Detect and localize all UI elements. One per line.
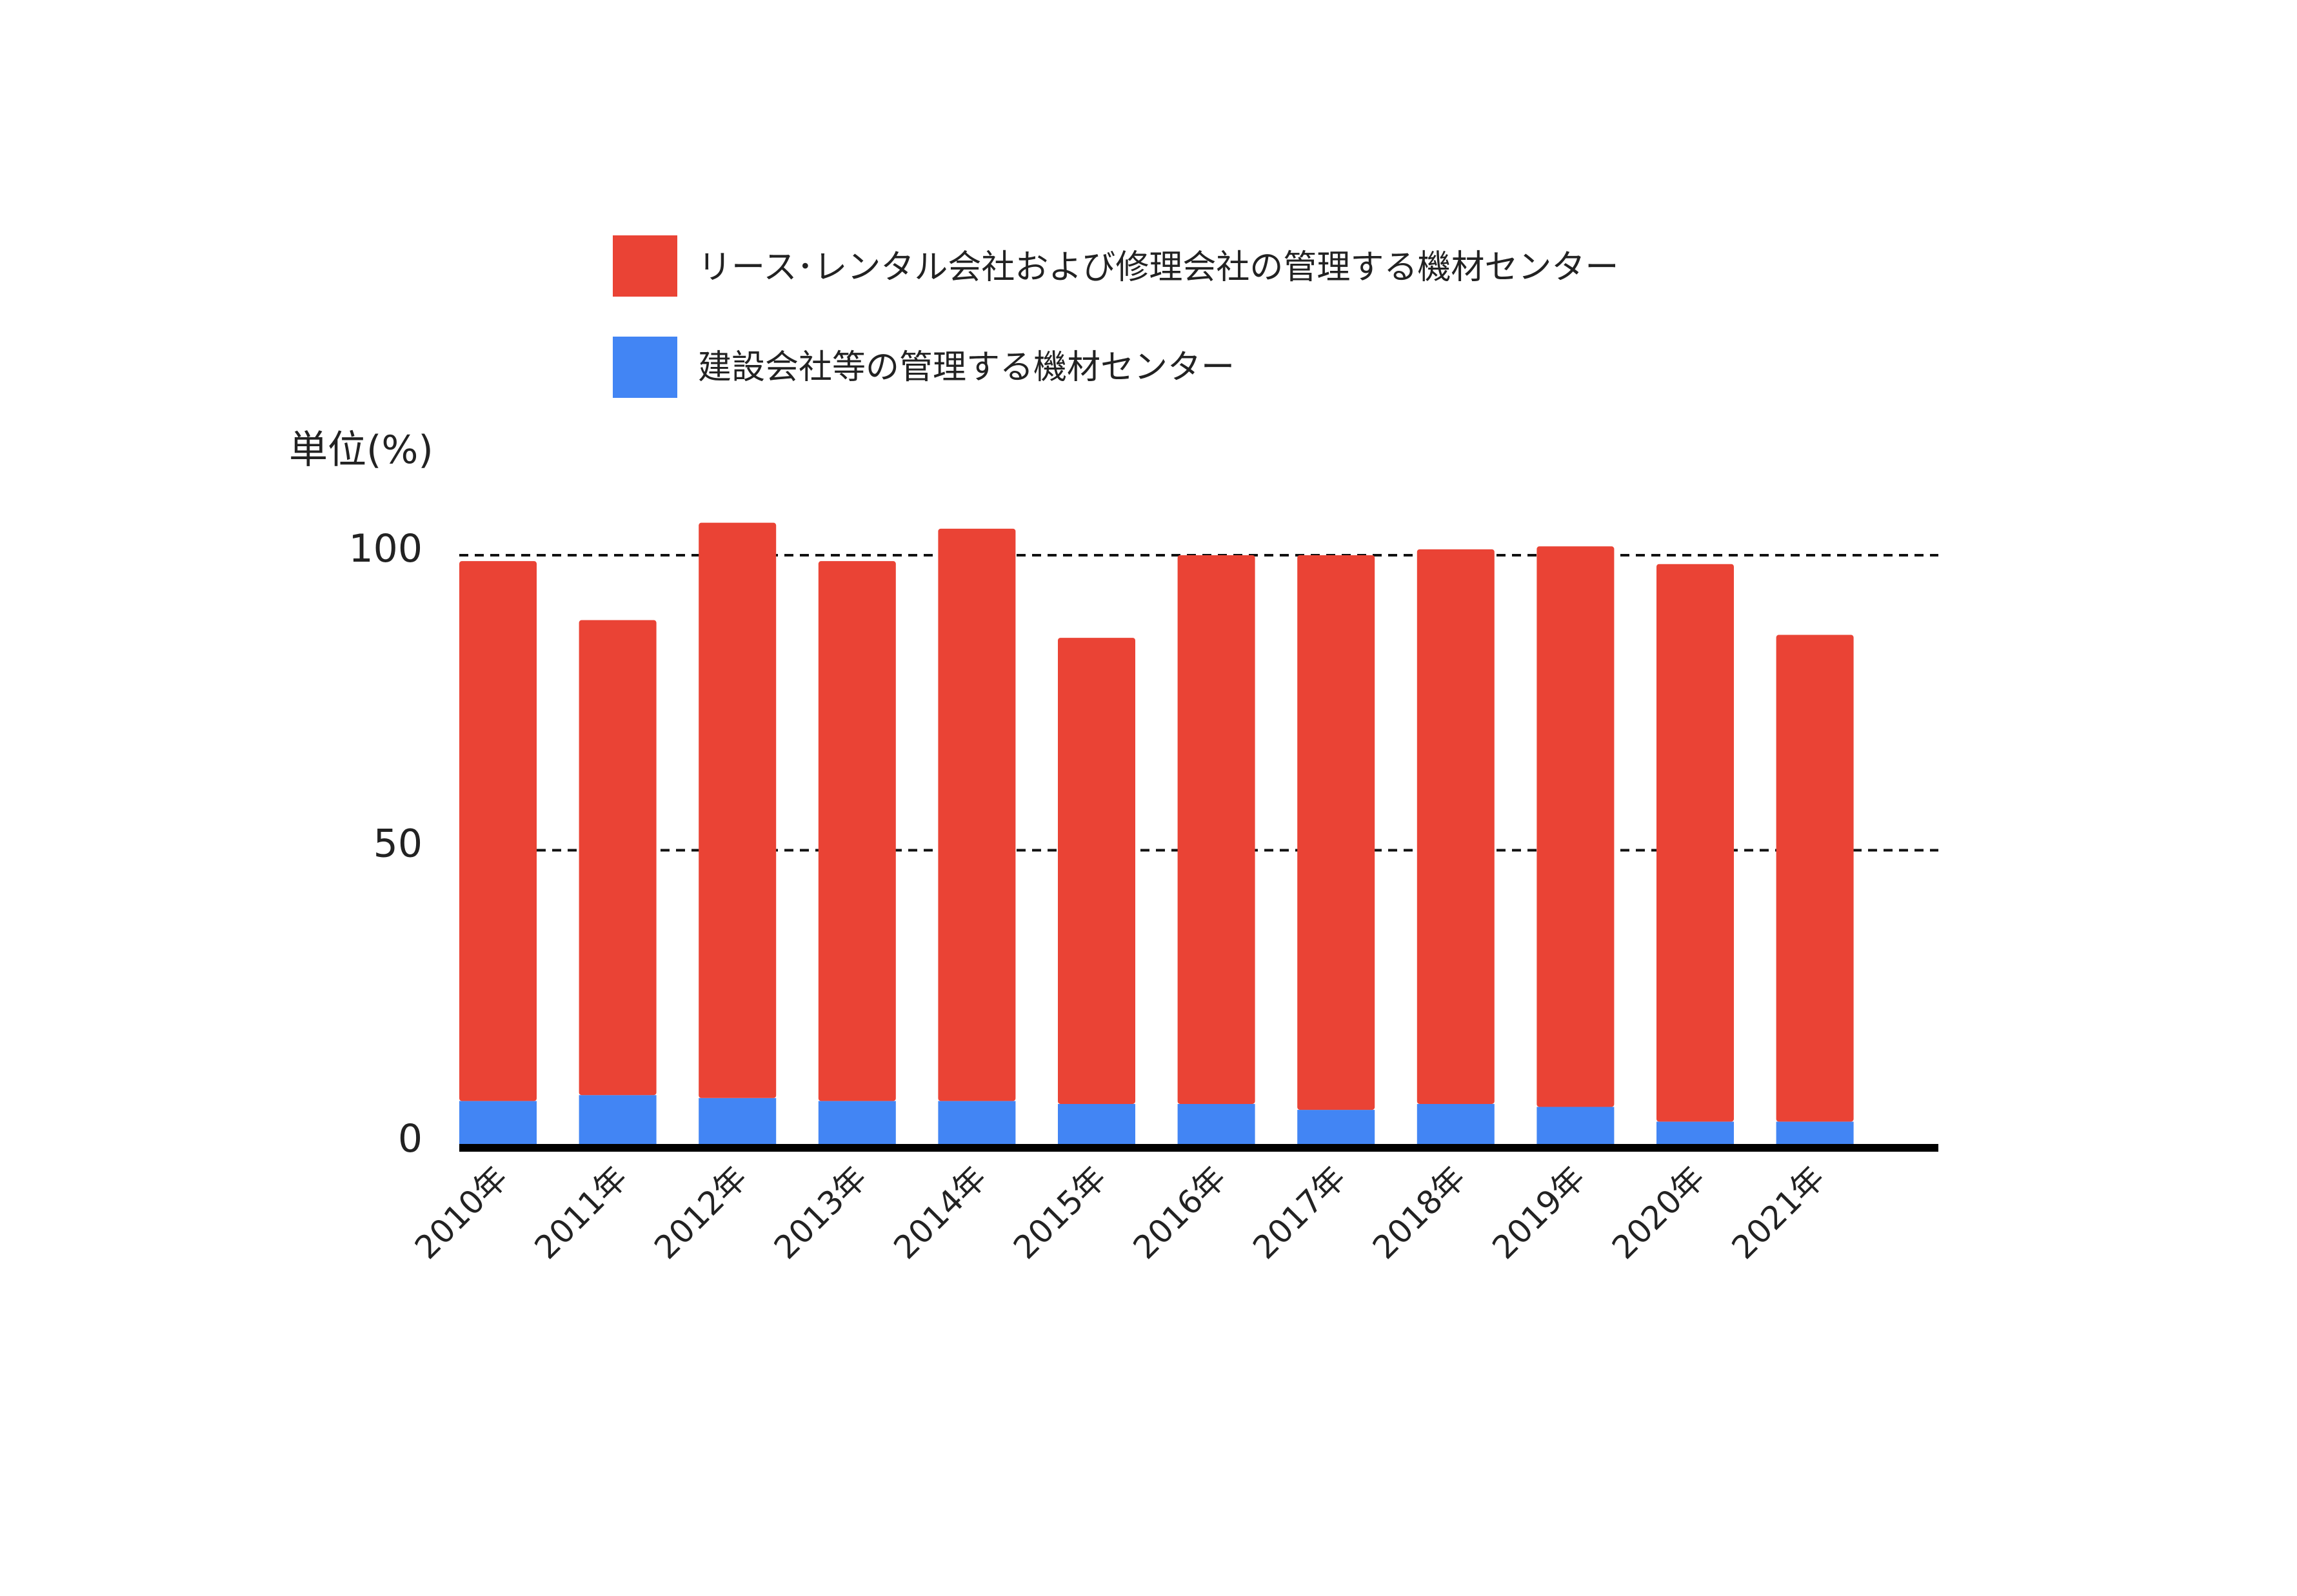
unit-label: 単位(%) bbox=[289, 428, 433, 473]
bar-red-2010年 bbox=[459, 561, 537, 1101]
bar-blue-2013年 bbox=[818, 1101, 896, 1145]
x-tick-2010年: 2010年 bbox=[408, 1159, 515, 1266]
bar-blue-2011年 bbox=[579, 1095, 657, 1145]
y-tick-100: 100 bbox=[348, 526, 423, 571]
bar-blue-2015年 bbox=[1058, 1103, 1135, 1145]
x-tick-2017年: 2017年 bbox=[1246, 1159, 1353, 1266]
y-tick-50: 50 bbox=[373, 822, 423, 867]
legend-label-blue: 建設会社等の管理する機材センター bbox=[698, 348, 1235, 387]
bar-blue-2017年 bbox=[1297, 1110, 1375, 1145]
x-tick-2020年: 2020年 bbox=[1605, 1159, 1712, 1266]
x-tick-2019年: 2019年 bbox=[1486, 1159, 1593, 1266]
x-tick-2011年: 2011年 bbox=[528, 1159, 635, 1266]
bar-red-2018年 bbox=[1417, 549, 1495, 1104]
bar-red-2013年 bbox=[818, 561, 896, 1101]
x-tick-2016年: 2016年 bbox=[1126, 1159, 1233, 1266]
bars bbox=[459, 522, 1854, 1145]
bar-red-2019年 bbox=[1536, 546, 1615, 1107]
x-tick-2018年: 2018年 bbox=[1366, 1159, 1473, 1266]
legend-swatch-blue bbox=[613, 337, 677, 398]
legend: リース･レンタル会社および修理会社の管理する機材センター 建設会社等の管理する機… bbox=[613, 235, 1618, 398]
x-categories: 2010年 2011年 2012年 2013年 2014年 2015年 2016年 2017年… bbox=[408, 1159, 1832, 1266]
y-ticks: 0 50 100 bbox=[348, 526, 423, 1161]
legend-swatch-red bbox=[613, 235, 677, 297]
x-tick-2014年: 2014年 bbox=[887, 1159, 994, 1266]
x-tick-2015年: 2015年 bbox=[1006, 1159, 1113, 1266]
legend-label-red: リース･レンタル会社および修理会社の管理する機材センター bbox=[698, 248, 1618, 287]
bar-red-2011年 bbox=[579, 620, 657, 1096]
x-tick-2013年: 2013年 bbox=[767, 1159, 874, 1266]
bar-blue-2021年 bbox=[1776, 1121, 1854, 1145]
bar-blue-2019年 bbox=[1536, 1107, 1615, 1145]
bar-red-2015年 bbox=[1058, 638, 1135, 1104]
bar-blue-2020年 bbox=[1656, 1121, 1734, 1145]
x-tick-2012年: 2012年 bbox=[647, 1159, 754, 1266]
bar-red-2021年 bbox=[1776, 635, 1854, 1122]
bar-red-2017年 bbox=[1297, 555, 1375, 1110]
y-tick-0: 0 bbox=[398, 1116, 423, 1161]
bar-red-2014年 bbox=[938, 528, 1016, 1101]
bar-blue-2010年 bbox=[459, 1101, 537, 1145]
x-tick-2021年: 2021年 bbox=[1725, 1159, 1832, 1266]
bar-blue-2012年 bbox=[699, 1098, 777, 1145]
bar-blue-2018年 bbox=[1417, 1103, 1495, 1145]
bar-red-2012年 bbox=[699, 522, 777, 1098]
bar-red-2016年 bbox=[1177, 555, 1255, 1104]
bar-red-2020年 bbox=[1656, 564, 1734, 1122]
bar-blue-2014年 bbox=[938, 1101, 1016, 1145]
bar-blue-2016年 bbox=[1177, 1103, 1255, 1145]
